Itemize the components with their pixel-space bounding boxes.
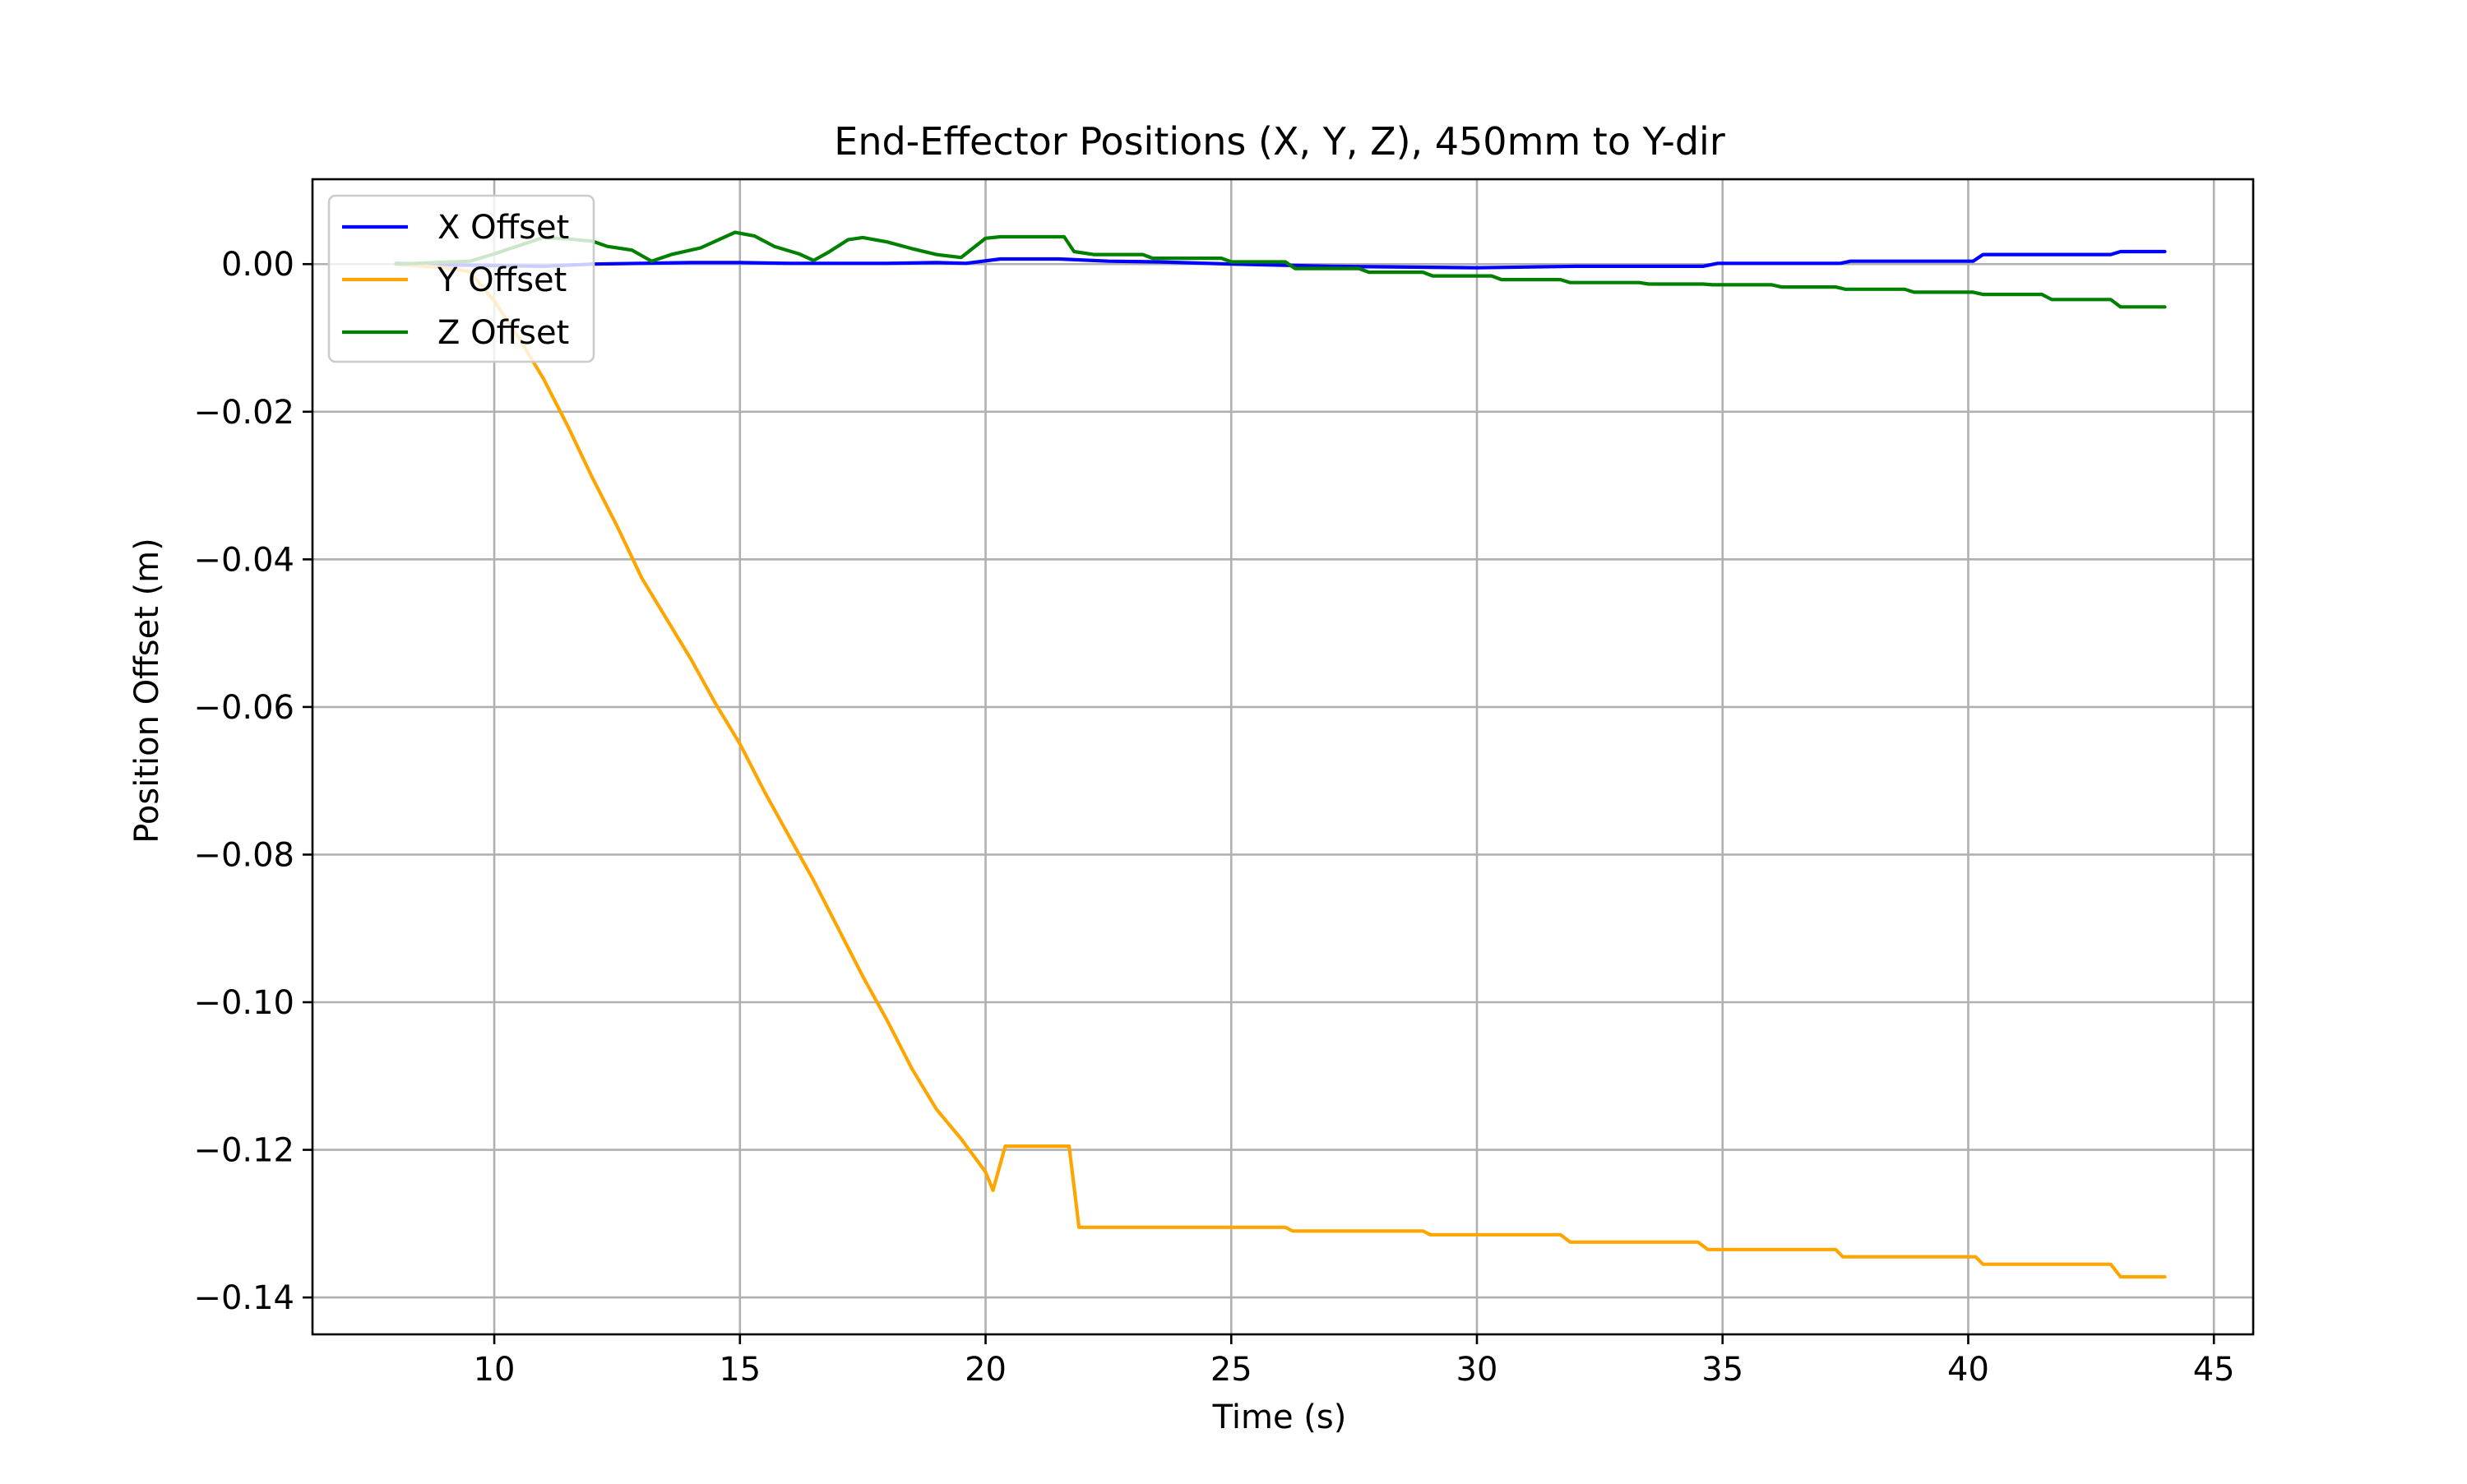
- y-tick-label: −0.06: [193, 689, 294, 727]
- series-line-y-offset: [394, 262, 2167, 1279]
- y-axis-label: Position Offset (m): [128, 538, 166, 844]
- y-tick-label: −0.10: [193, 984, 294, 1022]
- series-line-x-offset: [394, 249, 2167, 270]
- y-tick-label: −0.04: [193, 541, 294, 579]
- series-lines: [394, 230, 2167, 1279]
- legend-box: [327, 194, 595, 363]
- y-tick-label: −0.08: [193, 836, 294, 874]
- axis-ticks: 10 15 20 25 30 35 40 45 0.00 −0.02 −0.04 −0.06 −0.08…: [193, 246, 2234, 1389]
- y-tick-label: 0.00: [221, 246, 294, 284]
- plot-frame: [311, 178, 2255, 1336]
- y-tick-label: −0.12: [193, 1132, 294, 1170]
- x-tick-label: 20: [965, 1351, 1007, 1389]
- series-line-z-offset: [394, 230, 2167, 309]
- chart-title: End-Effector Positions (X, Y, Z), 450mm …: [834, 119, 1725, 164]
- legend: X Offset Y Offset Z Offset: [327, 194, 595, 363]
- x-tick-label: 10: [474, 1351, 516, 1389]
- x-tick-label: 30: [1456, 1351, 1498, 1389]
- x-tick-label: 15: [719, 1351, 761, 1389]
- x-tick-label: 35: [1701, 1351, 1743, 1389]
- x-tick-label: 45: [2193, 1351, 2235, 1389]
- legend-label: Y Offset: [437, 261, 567, 299]
- x-axis-label: Time (s): [1212, 1398, 1347, 1436]
- y-tick-label: −0.02: [193, 394, 294, 432]
- legend-label: X Offset: [437, 209, 569, 247]
- y-tick-label: −0.14: [193, 1279, 294, 1317]
- x-tick-label: 40: [1947, 1351, 1989, 1389]
- x-tick-label: 25: [1210, 1351, 1252, 1389]
- legend-label: Z Offset: [437, 314, 569, 352]
